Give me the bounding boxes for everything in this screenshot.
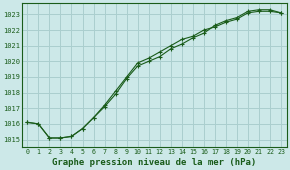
X-axis label: Graphe pression niveau de la mer (hPa): Graphe pression niveau de la mer (hPa)	[52, 158, 256, 167]
